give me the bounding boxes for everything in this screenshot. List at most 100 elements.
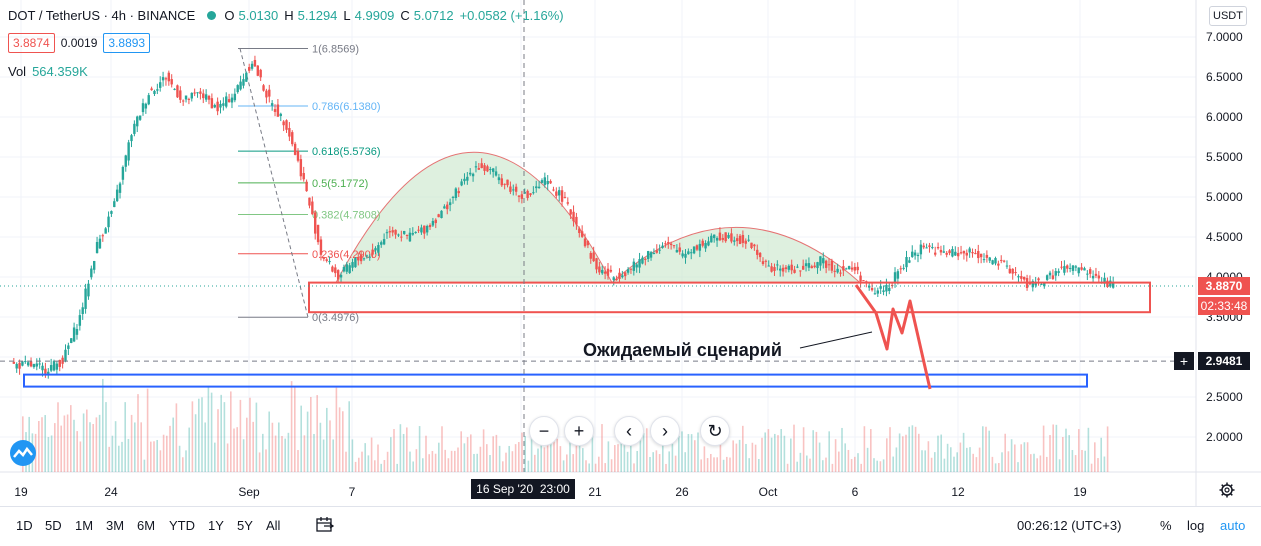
auto-toggle[interactable]: auto — [1220, 518, 1246, 533]
volume-bar — [418, 426, 421, 472]
candle-body — [856, 266, 859, 271]
candle-body — [147, 95, 150, 105]
candle-body — [328, 261, 331, 263]
candle-body — [161, 77, 165, 81]
volume-bar — [857, 453, 859, 472]
candle-body — [629, 268, 633, 270]
candle-body — [115, 189, 119, 202]
candle-body — [377, 245, 380, 253]
candle-body — [331, 266, 334, 272]
symbol-title[interactable]: DOT / TetherUS · 4h · BINANCE — [8, 8, 196, 23]
chart-canvas[interactable]: 7.00006.50006.00005.50005.00004.50004.00… — [0, 0, 1261, 506]
candle-body — [847, 266, 851, 269]
volume-bar — [943, 458, 946, 472]
zoom-out-button[interactable]: − — [529, 416, 559, 446]
candle-body — [560, 190, 564, 202]
candle-body — [434, 219, 437, 224]
candle-body — [296, 150, 300, 161]
volume-bar — [182, 457, 184, 472]
candle-body — [773, 267, 776, 271]
volume-bar — [1081, 449, 1083, 472]
volume-bar — [918, 433, 920, 472]
candle-body — [279, 113, 282, 117]
crosshair-time: 23:00 — [539, 482, 570, 496]
volume-bar — [719, 444, 722, 472]
volume-bar — [649, 456, 651, 472]
candle-body — [92, 260, 96, 270]
volume-bar — [1017, 462, 1019, 472]
range-1y[interactable]: 1Y — [208, 518, 224, 533]
percent-toggle[interactable]: % — [1160, 518, 1172, 533]
candle-body — [443, 206, 446, 209]
volume-bar — [674, 455, 677, 472]
volume-bar — [1033, 453, 1035, 472]
gear-icon[interactable] — [1219, 482, 1235, 498]
candle-body — [336, 270, 340, 280]
volume-bar — [367, 455, 370, 472]
volume-bar — [767, 429, 770, 472]
volume-bar — [844, 443, 846, 472]
volume-bar — [239, 399, 242, 472]
zoom-in-button[interactable]: + — [564, 416, 594, 446]
candle-body — [902, 267, 905, 269]
volume-bar — [473, 453, 475, 472]
volume-bar — [476, 453, 478, 472]
candle-body — [362, 258, 366, 260]
volume-bar — [700, 459, 702, 472]
scroll-right-button[interactable]: › — [650, 416, 680, 446]
volume-bar — [278, 422, 280, 472]
volume-bar — [870, 429, 872, 472]
candle-body — [575, 216, 578, 225]
clock-display[interactable]: 00:26:12 (UTC+3) — [1017, 518, 1122, 533]
volume-bar — [44, 415, 46, 472]
range-1m[interactable]: 1M — [75, 518, 94, 533]
candle-body — [532, 192, 535, 194]
candle-body — [61, 357, 64, 364]
candle-body — [738, 235, 742, 245]
volume-bar — [882, 459, 885, 472]
bid-button[interactable]: 3.8874 — [8, 33, 55, 53]
candle-body — [21, 361, 24, 366]
add-alert-plus-button[interactable]: + — [1174, 352, 1194, 370]
range-all[interactable]: All — [266, 518, 281, 533]
range-ytd[interactable]: YTD — [169, 518, 195, 533]
range-5y[interactable]: 5Y — [237, 518, 253, 533]
candle-body — [985, 254, 989, 258]
range-3m[interactable]: 3M — [106, 518, 125, 533]
date-range-icon[interactable] — [316, 517, 334, 533]
candle-body — [979, 253, 983, 258]
currency-button[interactable]: USDT — [1209, 6, 1247, 26]
candle-body — [747, 239, 750, 241]
tradingview-logo-icon[interactable] — [10, 440, 36, 466]
log-toggle[interactable]: log — [1187, 518, 1205, 533]
candle-body — [905, 257, 908, 268]
ask-button[interactable]: 3.8893 — [103, 33, 151, 53]
scroll-left-button[interactable]: ‹ — [614, 416, 644, 446]
candle-body — [348, 265, 351, 273]
candle-body — [988, 257, 991, 261]
volume-bar — [287, 432, 290, 472]
candle-body — [207, 95, 211, 100]
range-5d[interactable]: 5D — [45, 518, 62, 533]
price-axis-label: 6.0000 — [1206, 110, 1243, 124]
candle-body — [29, 361, 33, 367]
candle-body — [397, 234, 400, 236]
range-1d[interactable]: 1D — [16, 518, 33, 533]
volume-bar — [761, 437, 763, 472]
candle-body — [425, 226, 429, 233]
volume-bar — [402, 433, 405, 472]
volume-bar — [838, 451, 840, 472]
range-6m[interactable]: 6M — [137, 518, 156, 533]
candle-body — [712, 234, 716, 239]
candle-body — [305, 181, 308, 192]
candle-body — [520, 194, 524, 199]
candle-body — [233, 93, 237, 101]
candle-body — [535, 186, 538, 189]
volume-bar — [854, 456, 856, 472]
candle-body — [440, 210, 443, 219]
volume-bar — [470, 434, 472, 472]
fib-level-label: 0(3.4976) — [312, 312, 359, 324]
candle-body — [179, 90, 182, 100]
reset-chart-button[interactable]: ↻ — [700, 416, 730, 446]
candle-body — [612, 277, 615, 281]
